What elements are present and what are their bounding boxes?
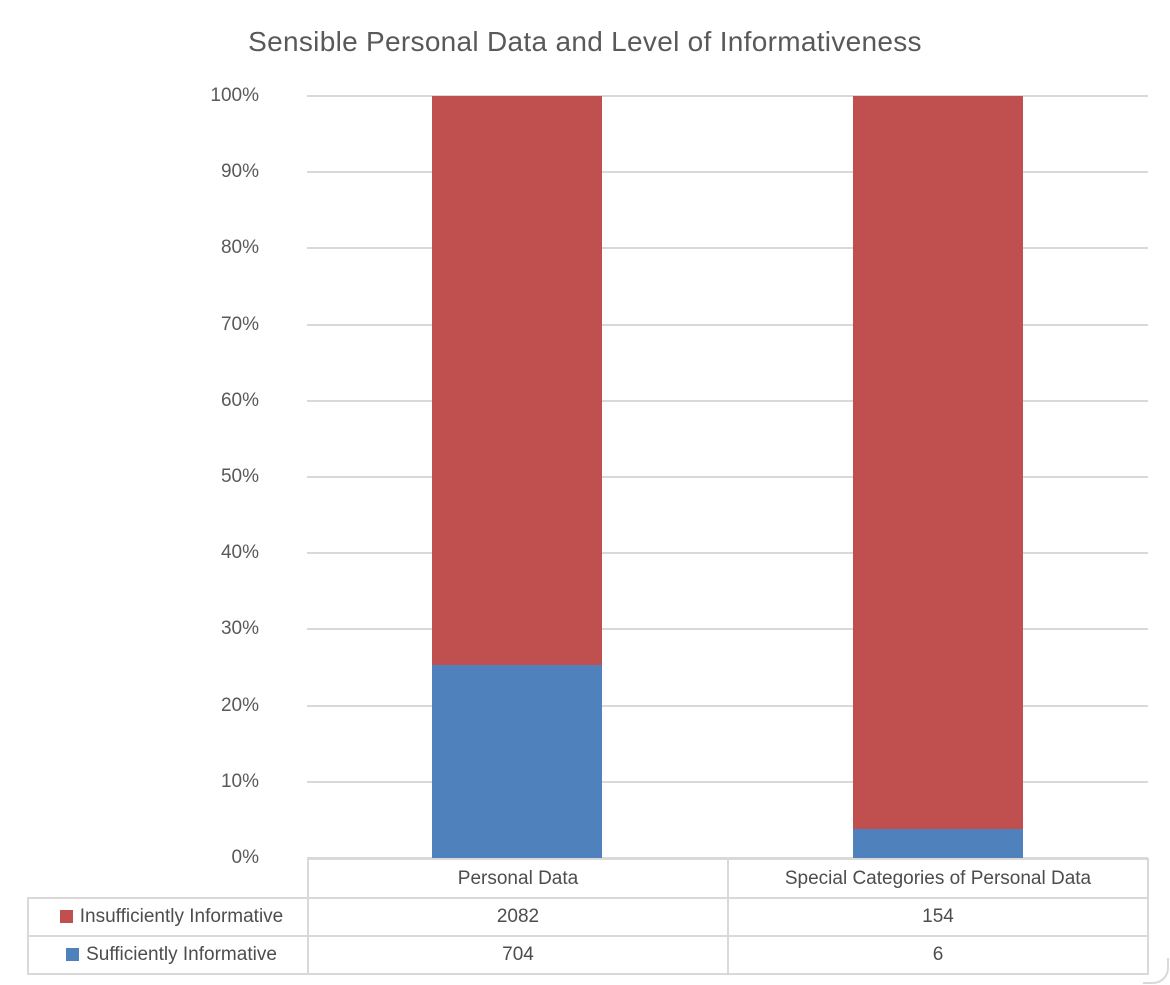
y-tick-label: 30% xyxy=(220,618,259,640)
chart-title: Sensible Personal Data and Level of Info… xyxy=(248,26,922,57)
bar-segment xyxy=(432,96,603,666)
gridline xyxy=(307,552,1148,555)
y-tick-label: 100% xyxy=(210,85,259,106)
value-cell: 704 xyxy=(307,935,729,975)
value-cell: 2082 xyxy=(307,897,729,937)
table-corner-cell xyxy=(28,859,308,898)
gridline xyxy=(307,628,1148,631)
stacked-bar-personal-data xyxy=(432,96,603,858)
gridline xyxy=(307,399,1148,402)
y-tick-label: 10% xyxy=(220,770,259,792)
gridline xyxy=(307,704,1148,707)
y-tick-label: 60% xyxy=(220,389,259,411)
gridline xyxy=(307,780,1148,783)
table-header-row: Personal Data Special Categories of Pers… xyxy=(28,858,1149,899)
legend-swatch-blue-icon xyxy=(66,948,80,961)
category-header-personal-data: Personal Data xyxy=(307,858,729,899)
legend-item-sufficiently-informative: Sufficiently Informative xyxy=(27,935,309,975)
gridline xyxy=(307,857,1148,859)
y-axis: 0% 10% 20% 30% 40% 50% 60% 70% 80% 90% 100% xyxy=(0,85,283,868)
bar-segment xyxy=(852,829,1023,858)
y-tick-label: 0% xyxy=(231,847,259,868)
bar-segment xyxy=(432,665,603,858)
value-cell: 6 xyxy=(727,935,1149,975)
bar-segment xyxy=(852,96,1023,830)
y-tick-label: 40% xyxy=(220,542,259,564)
legend-label: Insufficiently Informative xyxy=(79,906,284,927)
legend-label: Sufficiently Informative xyxy=(86,944,277,965)
gridline xyxy=(307,247,1148,250)
category-header-special-categories: Special Categories of Personal Data xyxy=(727,858,1149,899)
table-row-insufficiently-informative: Insufficiently Informative 2082 154 xyxy=(27,897,1149,937)
gridline xyxy=(307,323,1148,326)
gridline xyxy=(307,476,1148,478)
y-tick-label: 70% xyxy=(220,313,259,335)
chart-border-corner xyxy=(1143,958,1169,984)
stacked-bar-special-categories xyxy=(852,96,1023,858)
value-cell: 154 xyxy=(727,897,1149,937)
y-tick-label: 90% xyxy=(220,161,259,183)
plot-area xyxy=(307,95,1148,859)
gridline xyxy=(307,95,1148,97)
table-row-sufficiently-informative: Sufficiently Informative 704 6 xyxy=(27,935,1149,975)
y-tick-label: 20% xyxy=(220,694,259,716)
y-tick-label: 80% xyxy=(220,237,259,259)
data-table: Personal Data Special Categories of Pers… xyxy=(27,858,1149,975)
legend-swatch-red-icon xyxy=(59,910,73,923)
y-tick-label: 50% xyxy=(220,466,259,487)
legend-item-insufficiently-informative: Insufficiently Informative xyxy=(27,897,309,937)
gridline xyxy=(307,171,1148,174)
